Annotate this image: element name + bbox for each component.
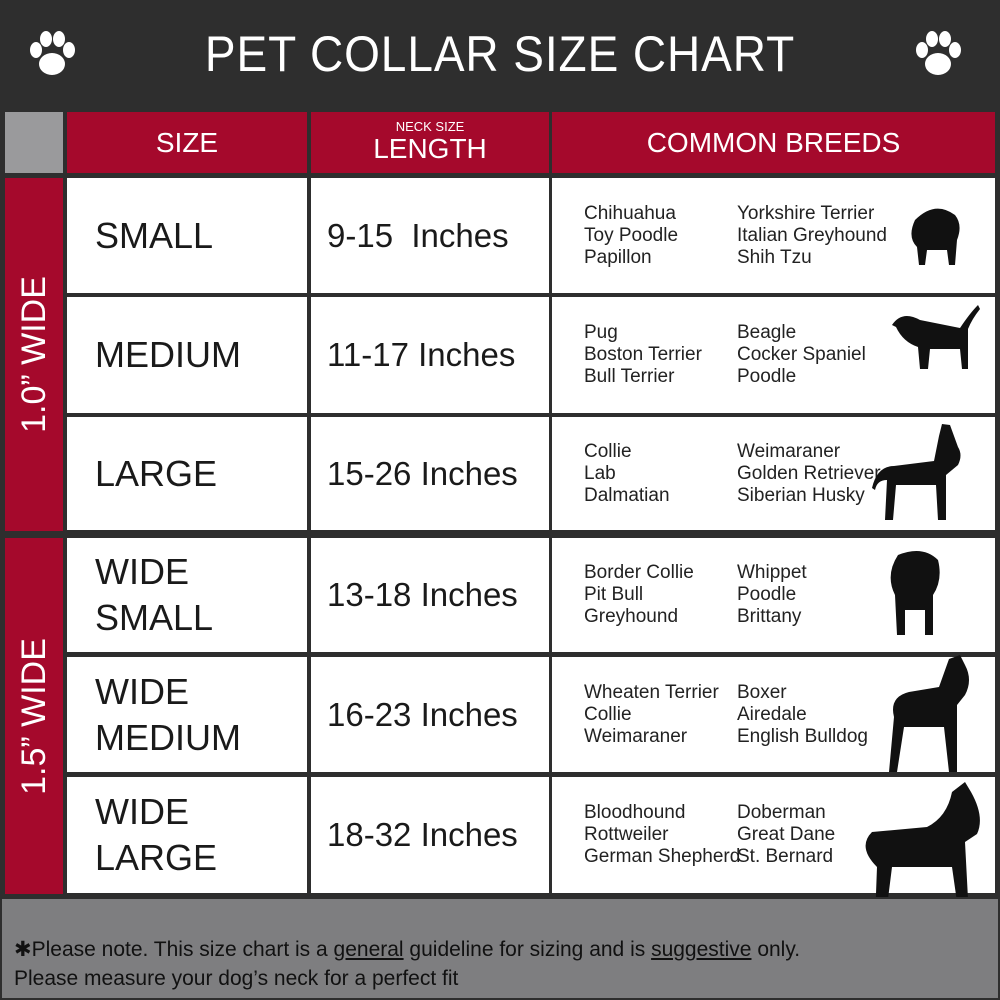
breed: Boston Terrier (584, 344, 702, 365)
breed: Bull Terrier (584, 366, 675, 387)
size-cell: SMALL (67, 178, 307, 293)
breeds-col-b: Yorkshire Terrier Italian Greyhound Shih T… (737, 203, 887, 269)
footer-text: ✱Please note. This size chart is a (14, 938, 334, 961)
footer-text: only. (751, 938, 801, 961)
group-label-1-5in: 1.5” WIDE (5, 538, 63, 894)
breeds-cell: Wheaten Terrier Collie Weimaraner Boxer Aire… (552, 657, 995, 772)
breed: Greyhound (584, 606, 679, 627)
size-line: WIDE (95, 791, 189, 832)
breeds-col-a: Pug Boston Terrier Bull Terrier (584, 322, 702, 388)
breed: Papillon (584, 246, 652, 268)
length-cell: 16-23 Inches (311, 657, 549, 772)
header-length-sub: NECK SIZE (395, 118, 465, 134)
header-length: NECK SIZE LENGTH (311, 112, 549, 173)
breeds-col-a: Collie Lab Dalmatian (584, 441, 670, 507)
size-line: WIDE (95, 670, 189, 712)
size-line: LARGE (95, 452, 218, 494)
header-size-label: SIZE (155, 126, 219, 158)
group-label-text: 1.5” WIDE (14, 637, 53, 795)
breed: Italian Greyhound (737, 224, 887, 246)
breeds-col-a: Chihuahua Toy Poodle Papillon (584, 203, 678, 269)
footer-emphasis: general (333, 938, 404, 961)
length-cell: 18-32 Inches (311, 777, 549, 893)
breed: Rottweiler (584, 824, 669, 845)
footer-note: ✱Please note. This size chart is a gener… (0, 897, 1000, 1000)
breed: Brittany (737, 606, 802, 627)
breed: Golden Retriever (737, 462, 881, 484)
breed: Doberman (737, 802, 826, 823)
footer-emphasis: suggestive (651, 938, 752, 961)
breed: Weimaraner (737, 440, 841, 462)
breeds-cell: Border Collie Pit Bull Greyhound Whippet Poo… (552, 538, 995, 652)
breeds-cell: Collie Lab Dalmatian Weimaraner Golden Retri… (552, 417, 995, 530)
breed: German Shepherd (584, 846, 741, 867)
breed: Border Collie (584, 562, 694, 583)
breed: Great Dane (737, 824, 836, 845)
size-line: WIDE (95, 551, 189, 592)
breeds-col-b: Boxer Airedale English Bulldog (737, 682, 868, 748)
breed: Beagle (737, 322, 797, 343)
breed: Dalmatian (584, 484, 670, 506)
paw-icon (30, 31, 75, 75)
breed: Shih Tzu (737, 246, 812, 268)
chart-title: PET COLLAR SIZE CHART (204, 26, 796, 82)
breed: Yorkshire Terrier (737, 202, 875, 224)
size-line: LARGE (95, 837, 218, 878)
size-cell: MEDIUM (67, 297, 307, 413)
size-cell: LARGE (67, 417, 307, 530)
breed: Pit Bull (584, 584, 644, 605)
breeds-cell: Pug Boston Terrier Bull Terrier Beagle Cocke… (552, 297, 995, 413)
breeds-cell: Bloodhound Rottweiler German Shepherd Dober… (552, 777, 995, 893)
breed: Collie (584, 703, 632, 725)
breeds-col-b: Whippet Poodle Brittany (737, 562, 807, 628)
length-cell: 9-15 Inches (311, 178, 549, 293)
breed: Toy Poodle (584, 224, 679, 246)
size-cell: WIDE SMALL (67, 538, 307, 652)
size-line: MEDIUM (95, 716, 241, 758)
breed: Weimaraner (584, 725, 688, 747)
header-breeds-label: COMMON BREEDS (646, 126, 901, 158)
length-cell: 13-18 Inches (311, 538, 549, 652)
footer-line-2: Please measure your dog’s neck for a per… (14, 967, 459, 990)
size-cell: WIDE LARGE (67, 777, 307, 893)
breed: Collie (584, 440, 632, 462)
footer-line-1: ✱Please note. This size chart is a gener… (14, 937, 800, 962)
breeds-col-b: Beagle Cocker Spaniel Poodle (737, 322, 866, 388)
breed: Poodle (737, 366, 797, 387)
size-line: MEDIUM (95, 334, 241, 375)
breed: St. Bernard (737, 846, 834, 867)
footer-text: guideline for sizing and is (403, 938, 652, 961)
breeds-col-a: Wheaten Terrier Collie Weimaraner (584, 682, 719, 748)
header-length-label: LENGTH (373, 132, 487, 164)
size-cell: WIDE MEDIUM (67, 657, 307, 772)
breeds-cell: Chihuahua Toy Poodle Papillon Yorkshire Ter… (552, 178, 995, 293)
breed: Pug (584, 322, 618, 343)
breed: Airedale (737, 703, 807, 725)
breed: Whippet (737, 562, 807, 583)
breed: Lab (584, 462, 616, 484)
header-size: SIZE (67, 112, 307, 173)
breed: Chihuahua (584, 202, 676, 224)
breed: Wheaten Terrier (584, 681, 719, 703)
breed: English Bulldog (737, 725, 868, 747)
header-breeds: COMMON BREEDS (552, 112, 995, 173)
breeds-col-a: Border Collie Pit Bull Greyhound (584, 562, 694, 628)
length-cell: 15-26 Inches (311, 417, 549, 530)
breeds-col-b: Weimaraner Golden Retriever Siberian Husky (737, 441, 881, 507)
breed: Cocker Spaniel (737, 344, 866, 365)
breeds-col-a: Bloodhound Rottweiler German Shepherd (584, 802, 740, 868)
header-corner (5, 112, 63, 173)
breeds-col-b: Doberman Great Dane St. Bernard (737, 802, 835, 868)
length-cell: 11-17 Inches (311, 297, 549, 413)
breed: Siberian Husky (737, 484, 865, 506)
breed: Bloodhound (584, 802, 686, 823)
breed: Boxer (737, 681, 787, 703)
breed: Poodle (737, 584, 797, 605)
paw-icon (916, 31, 961, 75)
size-line: SMALL (95, 214, 214, 256)
group-label-text: 1.0” WIDE (14, 276, 53, 433)
group-label-1in: 1.0” WIDE (5, 178, 63, 531)
size-line: SMALL (95, 597, 214, 638)
